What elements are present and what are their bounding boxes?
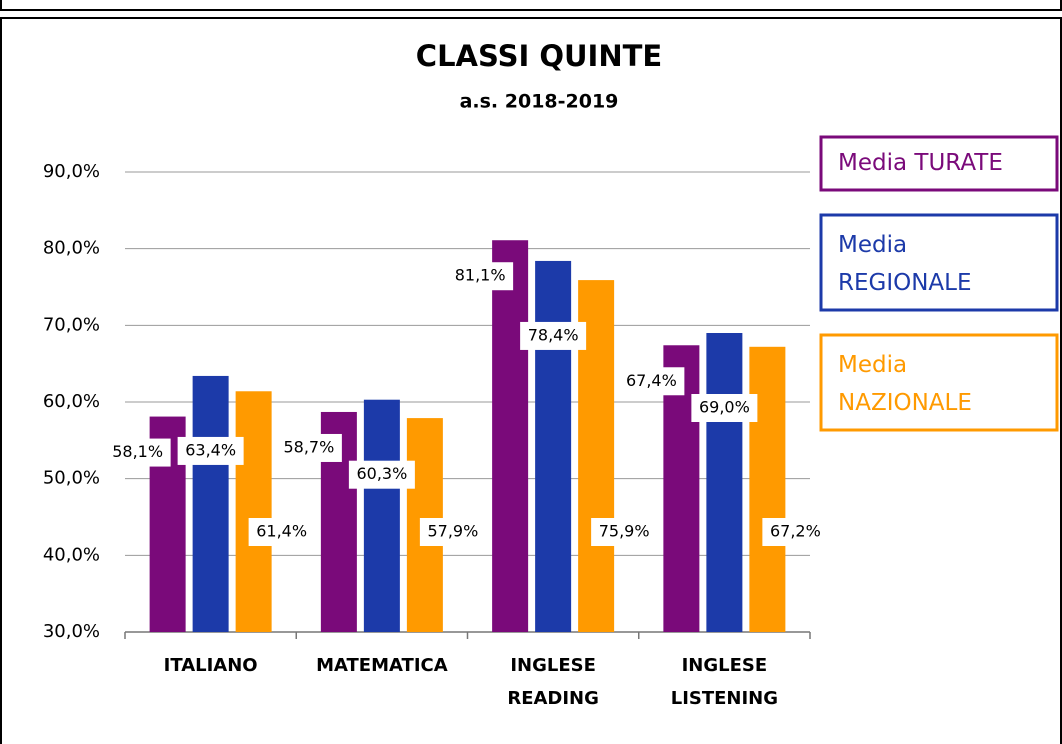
- data-label-bg: [104, 438, 171, 467]
- data-label: 61,4%: [256, 522, 307, 541]
- data-label: 81,1%: [455, 266, 506, 285]
- legend-label: Media REGIONALE: [838, 232, 972, 296]
- bar: [192, 375, 229, 632]
- x-tick-label: INGLESE READING: [507, 655, 599, 709]
- y-tick-label: 40,0%: [43, 544, 100, 565]
- bar: [535, 260, 572, 632]
- data-label: 58,7%: [283, 437, 334, 456]
- frame: [0, 17, 1062, 744]
- data-label-bg: [591, 518, 658, 546]
- bar: [749, 346, 786, 632]
- legend-box: [819, 135, 1059, 192]
- x-tick-label: ITALIANO: [164, 655, 258, 676]
- data-label-bg: [618, 367, 685, 396]
- bar: [706, 333, 743, 632]
- data-label-bg: [419, 518, 486, 546]
- legend-label: Media NAZIONALE: [838, 352, 972, 416]
- legend-box: [819, 213, 1059, 312]
- top-frame: [0, 0, 1062, 11]
- data-label-bg: [248, 518, 315, 546]
- data-label-bg: [348, 460, 415, 489]
- bar: [235, 391, 272, 632]
- y-tick-label: 30,0%: [43, 621, 100, 642]
- data-label: 63,4%: [185, 440, 236, 459]
- y-tick-label: 90,0%: [43, 161, 100, 182]
- bar: [363, 399, 400, 632]
- y-tick-label: 60,0%: [43, 391, 100, 412]
- bar: [492, 240, 529, 632]
- chart-subtitle: a.s. 2018-2019: [460, 91, 619, 113]
- legend-label: Media TURATE: [838, 150, 1003, 176]
- y-tick-label: 50,0%: [43, 468, 100, 489]
- data-label: 60,3%: [356, 464, 407, 483]
- y-tick-label: 80,0%: [43, 238, 100, 259]
- data-label: 69,0%: [699, 398, 750, 417]
- data-label-bg: [177, 436, 244, 465]
- data-label-bg: [447, 262, 514, 291]
- data-label: 67,4%: [626, 371, 677, 390]
- data-label: 58,1%: [112, 442, 163, 461]
- y-tick-label: 70,0%: [43, 314, 100, 335]
- x-tick-label: INGLESE LISTENING: [671, 655, 778, 709]
- data-label: 75,9%: [599, 522, 650, 541]
- data-label: 78,4%: [528, 325, 579, 344]
- chart-title: CLASSI QUINTE: [416, 39, 662, 73]
- data-label-bg: [275, 433, 342, 462]
- data-label-bg: [762, 518, 829, 546]
- legend-box: [819, 333, 1059, 432]
- data-label-bg: [520, 321, 587, 350]
- data-label: 67,2%: [770, 522, 821, 541]
- x-tick-label: MATEMATICA: [316, 655, 448, 676]
- data-label: 57,9%: [427, 522, 478, 541]
- data-label-bg: [691, 394, 758, 422]
